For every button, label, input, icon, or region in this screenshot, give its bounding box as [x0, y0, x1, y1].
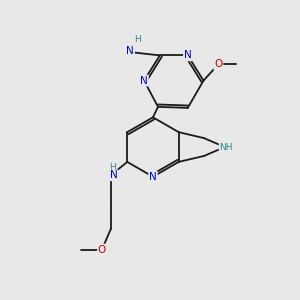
Text: N: N [126, 46, 134, 56]
Text: O: O [214, 59, 223, 69]
Text: NH: NH [220, 142, 233, 152]
Text: H: H [134, 35, 141, 44]
Text: H: H [109, 163, 116, 172]
Text: N: N [149, 172, 157, 182]
Text: N: N [184, 50, 192, 60]
Text: O: O [98, 244, 106, 255]
Text: N: N [140, 76, 148, 85]
Text: N: N [110, 170, 118, 180]
